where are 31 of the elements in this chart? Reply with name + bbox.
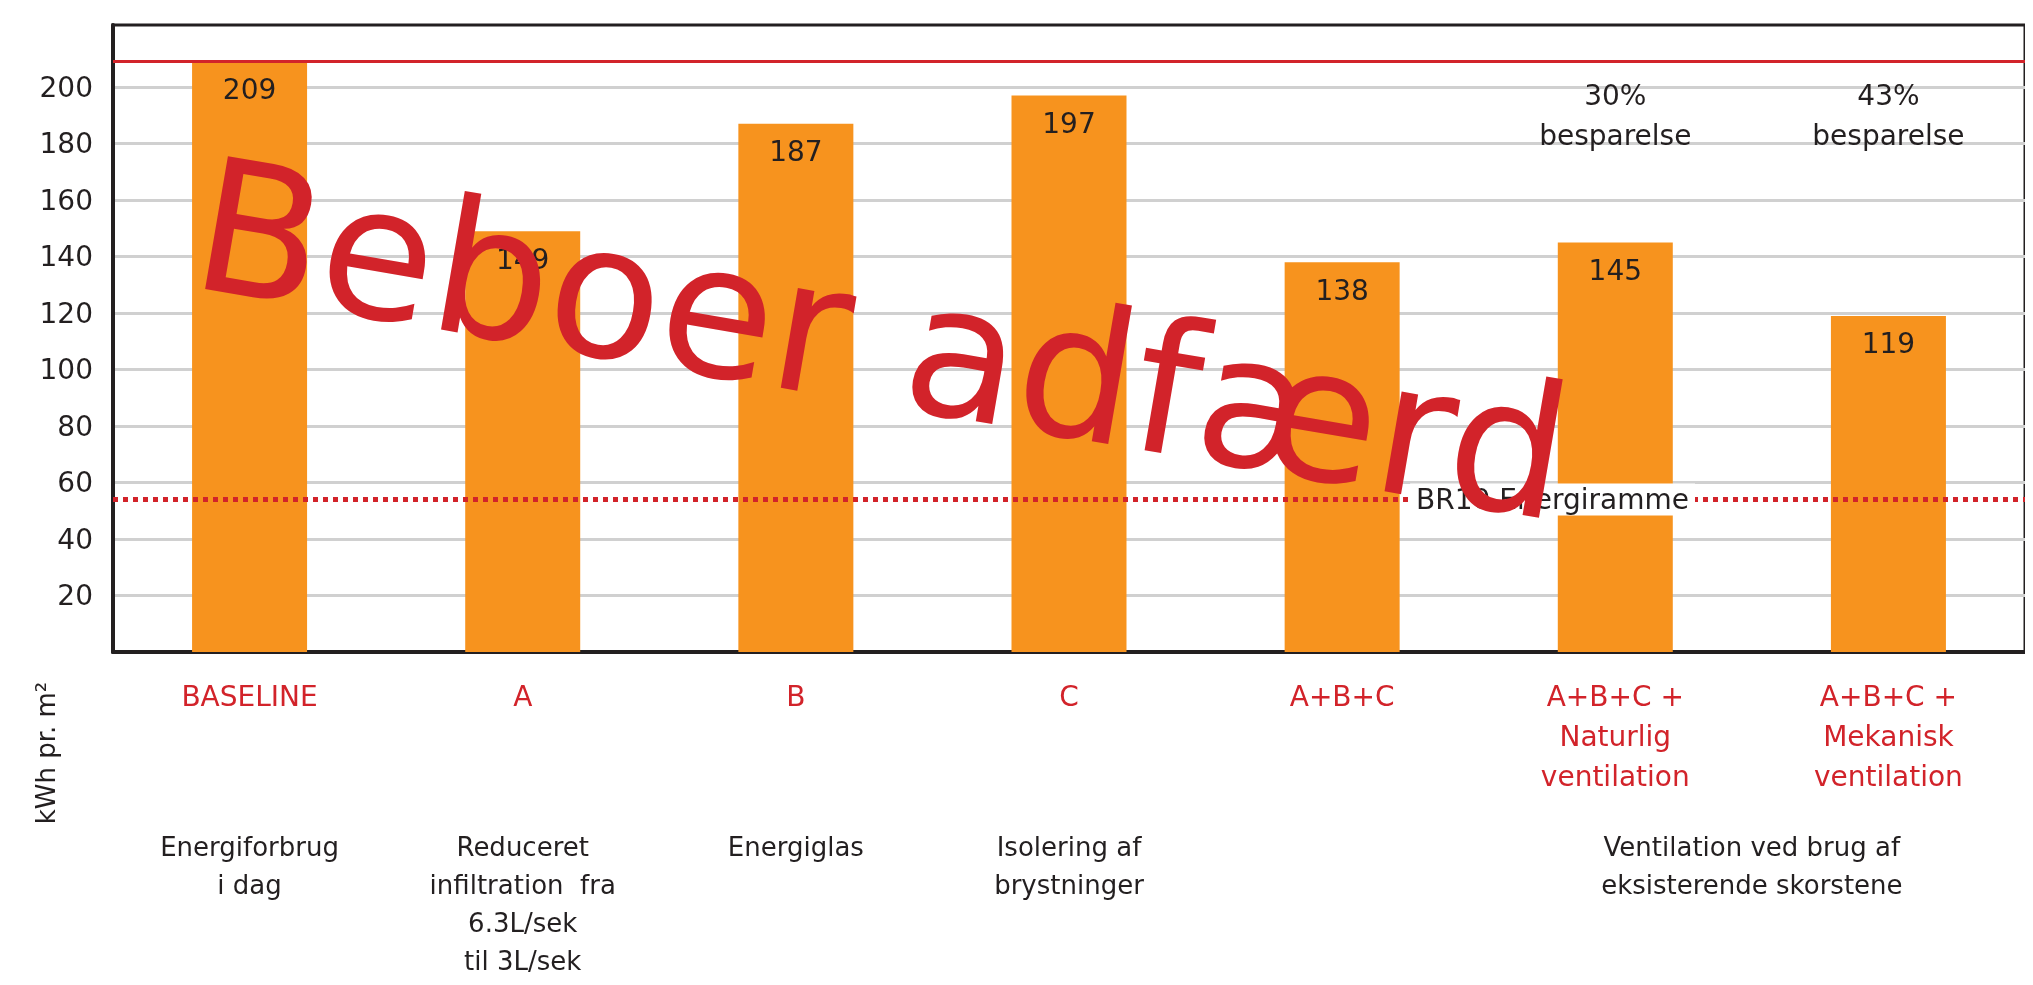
data-label: 145 (1588, 253, 1643, 287)
text: Reduceret infiltration fra 6.3L/sek til 3L/sek (429, 832, 616, 976)
data-label: 119 (1861, 327, 1916, 361)
x-tick-label: B (786, 679, 806, 713)
x-tick-label: BASELINE (181, 679, 318, 713)
x-tick-label: A+B+C (1289, 679, 1395, 713)
y-tick-label: 80 (57, 409, 93, 443)
y-tick-label: 180 (39, 127, 93, 161)
x-tick-label: A+B+C + Naturlig ventilation (1540, 679, 1690, 793)
text: Isolering af brystninger (994, 832, 1145, 900)
y-tick-label: 40 (57, 522, 93, 556)
y-tick-label: 20 (57, 579, 93, 613)
text: Energiforbrug i dag (160, 832, 339, 900)
annotation: 43% besparelse (1812, 78, 1965, 152)
x-tick-label: C (1059, 679, 1079, 713)
annotation: 30% besparelse (1539, 78, 1692, 152)
y-tick-label: 140 (39, 240, 93, 274)
text: Energiglas (727, 832, 864, 862)
y-tick-label: 60 (57, 466, 93, 500)
y-tick-label: 100 (39, 353, 93, 387)
y-tick-label: 160 (39, 183, 93, 217)
bar (1830, 315, 1946, 652)
data-label: 197 (1042, 107, 1096, 141)
data-label: 209 (222, 73, 277, 107)
y-tick-label: 200 (39, 70, 93, 104)
data-label: 138 (1315, 273, 1369, 307)
x-tick-label: A (513, 679, 533, 713)
y-tick-label: 120 (39, 296, 93, 330)
text: Ventilation ved brug af eksisterende skorstene (1601, 832, 1903, 900)
y-axis-title: kWh pr. m² (31, 681, 61, 825)
x-tick-label: A+B+C + Mekanisk ventilation (1813, 679, 1963, 793)
